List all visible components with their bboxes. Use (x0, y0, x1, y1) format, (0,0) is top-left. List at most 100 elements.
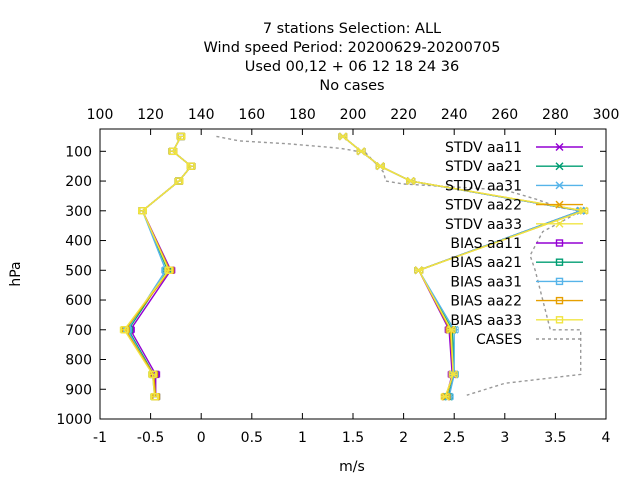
series-line (124, 136, 193, 397)
x-tick-label: 1 (298, 430, 307, 446)
title-line-2: Wind speed Period: 20200629-20200705 (203, 40, 500, 56)
legend-marker (555, 239, 564, 247)
legend-label: BIAS aa31 (450, 274, 522, 290)
x2-tick-label: 200 (340, 107, 367, 123)
y-axis-label: hPa (8, 261, 24, 286)
x-tick-label: 0 (197, 430, 206, 446)
legend-entry: BIAS aa33 (450, 313, 583, 329)
x2-tick-label: 280 (542, 107, 569, 123)
legend-marker (555, 316, 564, 324)
series-line (129, 136, 193, 397)
y-tick-label: 600 (65, 293, 92, 309)
y-tick-label: 800 (65, 353, 92, 369)
y-axis: 100 200 300 400 500 600 700 800 900 1000 (56, 144, 606, 428)
y-tick-label: 100 (65, 144, 92, 160)
y-tick-label: 900 (65, 382, 92, 398)
data-point (406, 177, 415, 186)
data-point (187, 162, 195, 170)
legend-label: CASES (476, 332, 522, 348)
x2-axis: 100 120 140 160 180 200 220 240 260 280 300 (87, 107, 620, 123)
series-bias-aa22 (120, 132, 196, 401)
x2-tick-label: 300 (593, 107, 620, 123)
legend-entry: BIAS aa21 (450, 255, 583, 271)
x-axis-label: m/s (339, 459, 365, 475)
y-tick-label: 200 (65, 174, 92, 190)
y-tick-label: 500 (65, 263, 92, 279)
legend-entry: STDV aa22 (445, 198, 583, 214)
x-tick-label: -0.5 (137, 430, 164, 446)
legend-label: STDV aa33 (445, 217, 522, 233)
cases-line (216, 135, 583, 396)
legend-marker (555, 181, 564, 190)
data-point (414, 266, 423, 275)
x-tick-label: 1.5 (342, 430, 364, 446)
legend-label: STDV aa11 (445, 140, 522, 156)
legend-label: STDV aa21 (445, 159, 522, 175)
y-tick-label: 400 (65, 234, 92, 250)
x-tick-label: 2.5 (443, 430, 465, 446)
data-point (148, 370, 157, 379)
x2-tick-label: 180 (289, 107, 316, 123)
x2-tick-label: 120 (137, 107, 164, 123)
series-bias-aa33 (119, 132, 196, 401)
x2-tick-label: 100 (87, 107, 114, 123)
legend: STDV aa11 STDV aa21 STDV aa31 STDV aa22 STDV… (445, 140, 583, 348)
data-point (169, 147, 177, 156)
data-point (449, 370, 458, 379)
legend-marker (555, 143, 564, 151)
series-line (127, 136, 193, 397)
legend-marker (555, 258, 564, 266)
x-tick-label: -1 (93, 430, 107, 446)
legend-marker (555, 296, 564, 305)
data-point (357, 147, 366, 156)
legend-label: BIAS aa22 (450, 294, 522, 310)
legend-marker (555, 200, 564, 209)
chart-title: 7 stations Selection: ALL Wind speed Per… (203, 21, 500, 94)
legend-label: BIAS aa11 (450, 236, 522, 252)
data-point (579, 206, 588, 215)
series-line (126, 136, 193, 397)
legend-entry: STDV aa31 (445, 178, 583, 194)
series-line (123, 136, 193, 397)
title-line-4: No cases (319, 78, 384, 94)
data-point (376, 162, 385, 171)
x2-tick-label: 260 (491, 107, 518, 123)
data-point (120, 326, 128, 334)
data-point (177, 132, 185, 141)
x-tick-label: 0.5 (241, 430, 263, 446)
series-bias-aa31 (122, 132, 196, 401)
data-point (447, 325, 456, 334)
legend-label: STDV aa22 (445, 198, 522, 214)
legend-label: BIAS aa21 (450, 255, 522, 271)
data-point (441, 392, 450, 401)
x2-tick-label: 240 (441, 107, 468, 123)
data-point (150, 392, 159, 401)
legend-entry: BIAS aa31 (450, 274, 583, 290)
legend-label: STDV aa31 (445, 178, 522, 194)
legend-label: BIAS aa33 (450, 313, 522, 329)
legend-marker (555, 219, 564, 228)
x2-tick-label: 220 (390, 107, 417, 123)
title-line-1: 7 stations Selection: ALL (263, 21, 441, 37)
title-line-3: Used 00,12 + 06 12 18 24 36 (245, 59, 459, 75)
y-tick-label: 700 (65, 323, 92, 339)
data-point (175, 177, 183, 185)
y-tick-label: 1000 (56, 412, 92, 428)
legend-entry: BIAS aa11 (450, 236, 583, 252)
legend-entry: STDV aa11 (445, 140, 583, 156)
legend-marker (555, 162, 564, 171)
x2-tick-label: 140 (188, 107, 215, 123)
x-tick-label: 3.5 (544, 430, 566, 446)
legend-entry: BIAS aa22 (450, 294, 583, 310)
legend-entry: STDV aa33 (445, 217, 583, 233)
legend-marker (555, 277, 564, 286)
data-point (165, 266, 173, 274)
legend-entry: CASES (476, 332, 583, 348)
x-axis: -1 -0.5 0 0.5 1 1.5 2 2.5 3 3.5 4 (93, 129, 611, 446)
legend-entry: STDV aa21 (445, 159, 583, 175)
plot-frame (99, 128, 607, 420)
y-tick-label: 300 (65, 204, 92, 220)
x-tick-label: 4 (602, 430, 611, 446)
data-point (138, 207, 147, 215)
